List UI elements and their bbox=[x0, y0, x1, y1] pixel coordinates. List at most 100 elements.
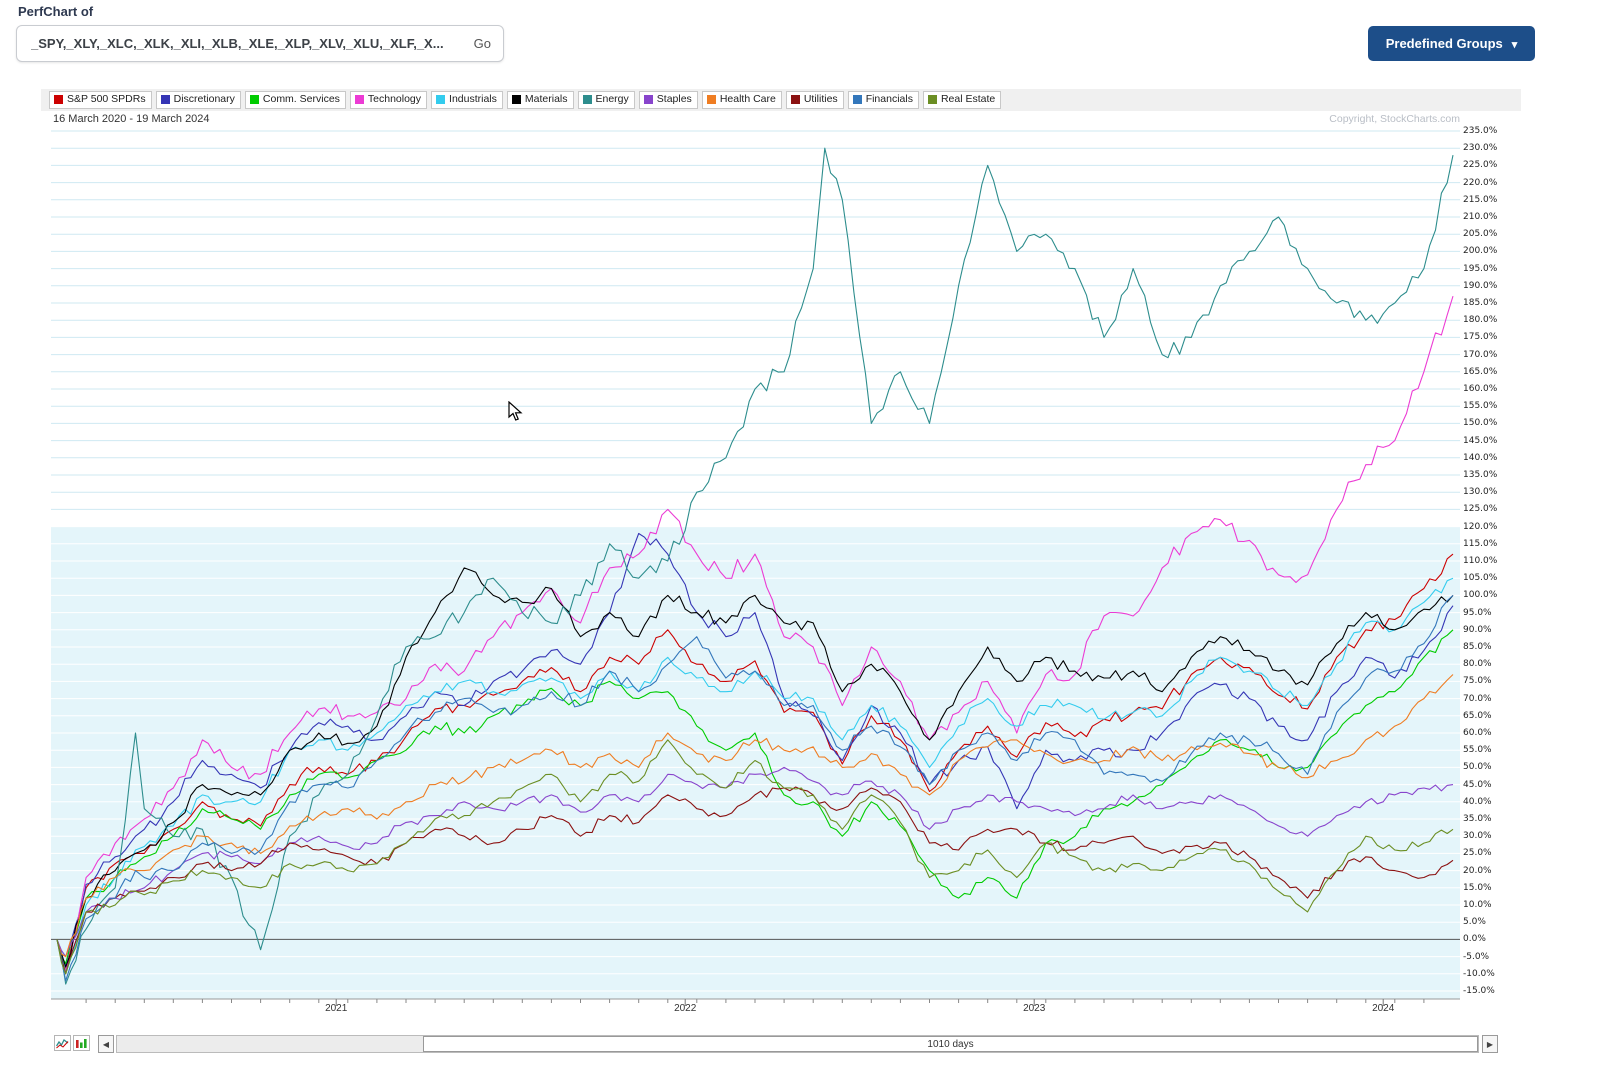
legend-swatch bbox=[160, 95, 170, 104]
legend-label: Staples bbox=[656, 93, 692, 106]
legend-label: Technology bbox=[367, 93, 422, 106]
performance-chart[interactable] bbox=[51, 112, 1460, 1017]
y-axis-label: 225.0% bbox=[1463, 160, 1498, 171]
y-axis-label: -5.0% bbox=[1463, 951, 1490, 962]
series-line-financials bbox=[56, 594, 1454, 982]
y-axis-label: 115.0% bbox=[1463, 538, 1498, 549]
scroll-left-icon: ◀ bbox=[102, 1039, 110, 1049]
legend-item-discretionary[interactable]: Discretionary bbox=[155, 91, 241, 109]
chart-date-range: 16 March 2020 - 19 March 2024 bbox=[53, 113, 210, 125]
legend-item-health-care[interactable]: Health Care bbox=[701, 91, 782, 109]
y-axis-label: 100.0% bbox=[1463, 590, 1498, 601]
legend-label: Materials bbox=[524, 93, 568, 106]
series-line-comm-services bbox=[56, 629, 1454, 965]
legend-swatch bbox=[927, 95, 937, 104]
y-axis-label: 25.0% bbox=[1463, 848, 1492, 859]
legend-item-energy[interactable]: Energy bbox=[577, 91, 635, 109]
y-axis-label: 205.0% bbox=[1463, 229, 1498, 240]
y-axis-label: 40.0% bbox=[1463, 796, 1492, 807]
y-axis-label: 50.0% bbox=[1463, 762, 1492, 773]
y-axis-label: 125.0% bbox=[1463, 504, 1498, 515]
y-axis-label: 215.0% bbox=[1463, 194, 1498, 205]
x-axis-year-label: 2022 bbox=[674, 1003, 697, 1014]
y-axis-label: 185.0% bbox=[1463, 298, 1498, 308]
y-axis-label: 105.0% bbox=[1463, 573, 1498, 584]
symbol-input-box: Go bbox=[16, 25, 504, 62]
y-axis-label: 85.0% bbox=[1463, 642, 1492, 652]
y-axis-label: 95.0% bbox=[1463, 607, 1492, 618]
legend-label: Comm. Services bbox=[262, 93, 340, 106]
plot-shaded-band bbox=[51, 526, 1460, 999]
y-axis-label: 165.0% bbox=[1463, 366, 1498, 377]
y-axis-label: 130.0% bbox=[1463, 487, 1498, 498]
y-axis-label: 195.0% bbox=[1463, 263, 1498, 274]
y-axis-label: 65.0% bbox=[1463, 710, 1492, 721]
date-range-slider-track[interactable]: 1010 days bbox=[116, 1035, 1479, 1053]
legend-item-staples[interactable]: Staples bbox=[638, 91, 698, 109]
legend-swatch bbox=[354, 95, 364, 104]
y-axis-label: 135.0% bbox=[1463, 470, 1498, 480]
predefined-groups-label: Predefined Groups bbox=[1385, 36, 1503, 51]
y-axis-label: 120.0% bbox=[1463, 521, 1498, 532]
legend-swatch bbox=[511, 95, 521, 104]
series-line-energy bbox=[56, 147, 1454, 985]
legend-item-real-estate[interactable]: Real Estate bbox=[922, 91, 1002, 109]
y-axis-label: 0.0% bbox=[1463, 934, 1486, 945]
y-axis-label: 20.0% bbox=[1463, 865, 1492, 876]
go-button[interactable]: Go bbox=[473, 36, 491, 51]
y-axis-label: 180.0% bbox=[1463, 315, 1498, 326]
y-axis-label: 70.0% bbox=[1463, 693, 1492, 704]
legend-item-technology[interactable]: Technology bbox=[349, 91, 428, 109]
histogram-mode-icon[interactable] bbox=[73, 1035, 90, 1051]
y-axis-label: 55.0% bbox=[1463, 745, 1492, 756]
legend-item-financials[interactable]: Financials bbox=[847, 91, 919, 109]
y-axis-label: 140.0% bbox=[1463, 452, 1498, 463]
predefined-groups-button[interactable]: Predefined Groups ▾ bbox=[1368, 26, 1535, 61]
legend-swatch bbox=[54, 95, 63, 104]
scroll-left-button[interactable]: ◀ bbox=[98, 1035, 114, 1053]
y-axis-label: 75.0% bbox=[1463, 676, 1492, 687]
series-lines bbox=[56, 147, 1454, 985]
legend-item-utilities[interactable]: Utilities bbox=[785, 91, 844, 109]
legend-item-comm-services[interactable]: Comm. Services bbox=[244, 91, 346, 109]
legend-label: S&P 500 SPDRs bbox=[67, 93, 146, 106]
legend-label: Financials bbox=[865, 93, 913, 106]
y-axis-label: 220.0% bbox=[1463, 177, 1498, 188]
date-range-slider-handle[interactable]: 1010 days bbox=[423, 1036, 1478, 1052]
legend-swatch bbox=[706, 95, 716, 104]
y-axis-label: 190.0% bbox=[1463, 280, 1498, 291]
y-axis-label: 15.0% bbox=[1463, 882, 1492, 893]
x-axis-year-label: 2024 bbox=[1372, 1003, 1395, 1014]
series-line-materials bbox=[56, 567, 1454, 968]
legend-label: Utilities bbox=[803, 93, 838, 106]
legend-swatch bbox=[582, 95, 592, 104]
legend-label: Industrials bbox=[449, 93, 497, 106]
y-axis-label: 90.0% bbox=[1463, 624, 1492, 635]
y-axis-label: 145.0% bbox=[1463, 435, 1498, 446]
y-axis-label: 150.0% bbox=[1463, 418, 1498, 429]
series-line-utilities bbox=[56, 786, 1454, 975]
y-axis-label: 175.0% bbox=[1463, 332, 1498, 343]
legend-label: Real Estate bbox=[940, 93, 996, 106]
legend-bar: S&P 500 SPDRs Discretionary Comm. Services… bbox=[41, 89, 1521, 111]
legend-item-industrials[interactable]: Industrials bbox=[431, 91, 503, 109]
y-axis-label: 155.0% bbox=[1463, 401, 1498, 412]
y-axis-label: 35.0% bbox=[1463, 814, 1492, 824]
legend-swatch bbox=[643, 95, 653, 104]
symbol-input[interactable] bbox=[29, 35, 464, 52]
legend-item-s-p-500-spdrs[interactable]: S&P 500 SPDRs bbox=[49, 91, 152, 109]
y-axis-label: 60.0% bbox=[1463, 728, 1492, 738]
chart-footer: ◀ 1010 days ▶ bbox=[51, 1032, 1500, 1056]
legend-swatch bbox=[852, 95, 862, 104]
scroll-right-button[interactable]: ▶ bbox=[1482, 1035, 1498, 1053]
y-axis-label: 80.0% bbox=[1463, 659, 1492, 670]
legend-swatch bbox=[436, 95, 446, 104]
line-chart-mode-icon[interactable] bbox=[54, 1035, 71, 1051]
legend-label: Discretionary bbox=[173, 93, 235, 106]
series-line-industrials bbox=[56, 577, 1454, 975]
legend-item-materials[interactable]: Materials bbox=[506, 91, 574, 109]
series-line-real-estate bbox=[56, 739, 1454, 975]
scroll-right-icon: ▶ bbox=[1486, 1039, 1494, 1049]
slider-days-label: 1010 days bbox=[927, 1038, 974, 1050]
